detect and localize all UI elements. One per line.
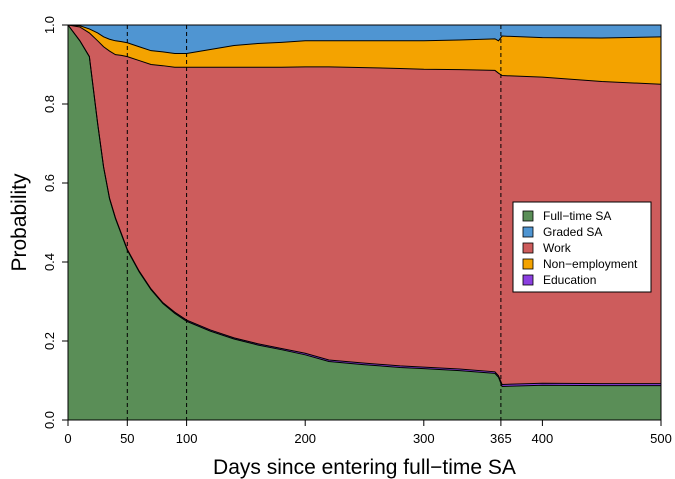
y-axis: 0.0 0.2 0.4 0.6 0.8 1.0 [42, 16, 68, 429]
area-series-0 [68, 25, 661, 420]
legend-item-label: Non−employment [543, 257, 638, 271]
legend-swatch [522, 274, 534, 286]
plot-frame [67, 24, 662, 421]
legend-swatch [522, 210, 534, 222]
area-boundary-3 [67, 24, 662, 54]
area-series-3 [68, 25, 661, 85]
x-tick-label: 50 [120, 431, 134, 446]
area-boundary-1 [67, 24, 661, 385]
x-tick-label: 300 [413, 431, 435, 446]
y-tick-label: 0.4 [42, 253, 57, 271]
x-tick-label: 100 [176, 431, 198, 446]
x-tick-label: 400 [532, 431, 554, 446]
area-series-2 [68, 25, 661, 385]
y-tick-label: 0.6 [42, 174, 57, 192]
area-boundary-2 [67, 24, 662, 85]
x-tick-label: 200 [294, 431, 316, 446]
legend-item-label: Education [543, 273, 596, 287]
legend-item-label: Graded SA [543, 225, 602, 239]
x-axis-title: Days since entering full−time SA [213, 456, 516, 479]
legend-swatch [522, 242, 534, 254]
legend-item-label: Work [543, 241, 572, 255]
x-tick-label: 500 [650, 431, 672, 446]
legend-item-label: Full−time SA [543, 209, 611, 223]
legend-swatch [522, 226, 534, 238]
y-tick-label: 1.0 [42, 16, 57, 34]
x-tick-label: 365 [490, 431, 512, 446]
chart-areas [67, 24, 662, 420]
legend: Full−time SA Graded SA Work Non−employment E… [512, 201, 652, 293]
x-tick-label: 0 [64, 431, 71, 446]
legend-swatch [522, 258, 534, 270]
legend-box [512, 201, 652, 293]
y-tick-label: 0.8 [42, 95, 57, 113]
x-axis: 0 50 100 200 300 365 400 500 [64, 420, 672, 446]
y-tick-label: 0.2 [42, 332, 57, 350]
area-series-4 [68, 25, 661, 54]
y-axis-title: Probability [8, 173, 31, 272]
y-tick-label: 0.0 [42, 411, 57, 429]
reference-lines [126, 25, 502, 420]
